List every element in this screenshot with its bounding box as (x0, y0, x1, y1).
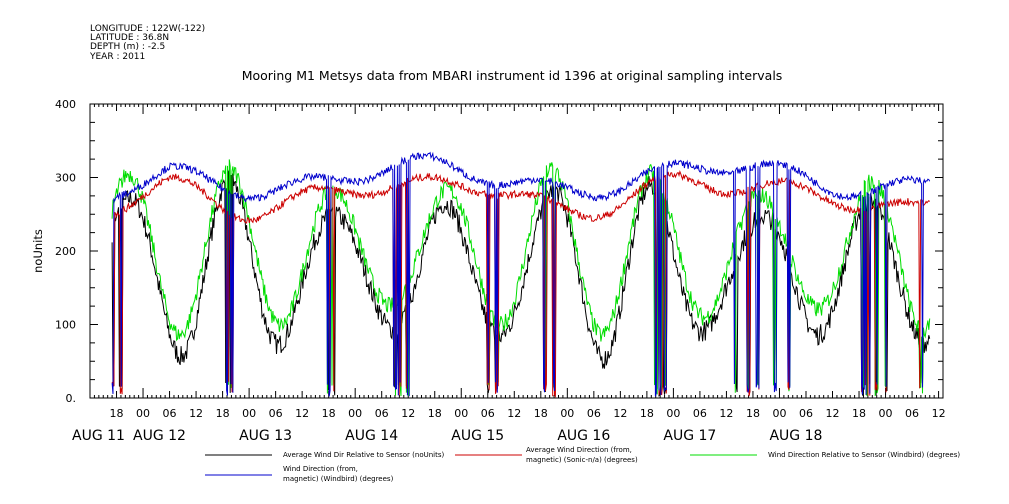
x-hour-label: 18 (110, 407, 124, 420)
x-hour-label: 00 (666, 407, 680, 420)
x-hour-label: 06 (269, 407, 283, 420)
x-day-label: AUG 17 (663, 428, 716, 444)
x-hour-label: 06 (163, 407, 177, 420)
y-tick-label: 300 (55, 172, 76, 185)
x-hour-label: 18 (322, 407, 336, 420)
x-hour-label: 06 (693, 407, 707, 420)
x-hour-label: 06 (905, 407, 919, 420)
x-day-label: AUG 16 (557, 428, 610, 444)
x-hour-label: 18 (216, 407, 230, 420)
y-tick-label: 200 (55, 245, 76, 258)
chart-title: Mooring M1 Metsys data from MBARI instru… (242, 68, 783, 83)
x-hour-label: 06 (587, 407, 601, 420)
x-day-label: AUG 13 (239, 428, 292, 444)
y-tick-label: 0. (66, 392, 77, 405)
x-day-label: AUG 15 (451, 428, 504, 444)
series-group (111, 151, 931, 399)
x-hour-label: 00 (242, 407, 256, 420)
x-hour-label: 18 (534, 407, 548, 420)
x-hour-label: 18 (640, 407, 654, 420)
legend-label-red-1: Average Wind Direction (from, (526, 446, 632, 454)
legend-label-red-2: magnetic) (Sonic-n/a) (degrees) (526, 456, 638, 464)
legend-label-black: Average Wind Dir Relative to Sensor (noU… (283, 451, 444, 459)
x-hour-label: 12 (401, 407, 415, 420)
y-axis-label: noUnits (31, 229, 45, 273)
x-hour-label: 18 (746, 407, 760, 420)
x-hour-label: 12 (189, 407, 203, 420)
legend-label-blue-1: Wind Direction (from, (283, 465, 358, 473)
x-hour-label: 00 (560, 407, 574, 420)
x-hour-label: 12 (719, 407, 733, 420)
legend-label-green: Wind Direction Relative to Sensor (Windb… (768, 451, 960, 459)
meta-depth: DEPTH (m) : -2.5 (90, 42, 165, 52)
x-day-label: AUG 11 (72, 428, 125, 444)
meta-longitude: LONGITUDE : 122W(-122) (90, 24, 205, 34)
series-line-green (111, 159, 931, 397)
series-line-red (111, 169, 931, 399)
y-tick-label: 400 (55, 98, 76, 111)
x-hour-label: 06 (375, 407, 389, 420)
plot-frame (89, 103, 944, 399)
x-hour-label: 12 (826, 407, 840, 420)
x-day-label: AUG 14 (345, 428, 398, 444)
axes: 0. 100 200 300 400 18 00 06 12 18 00 06 12 18 00 06 12 18… (55, 98, 946, 444)
x-hour-label: 18 (428, 407, 442, 420)
x-hour-label: 00 (136, 407, 150, 420)
legend-label-blue-2: magnetic) (Windbird) (degrees) (283, 475, 394, 483)
x-hour-label: 00 (879, 407, 893, 420)
series-line-blue (111, 151, 931, 397)
x-hour-label: 06 (481, 407, 495, 420)
metadata-block: LONGITUDE : 122W(-122) LATITUDE : 36.8N … (89, 24, 205, 62)
series-line-black (111, 169, 931, 398)
meta-latitude: LATITUDE : 36.8N (90, 33, 169, 43)
x-hour-label: 12 (613, 407, 627, 420)
y-tick-label: 100 (55, 319, 76, 332)
x-hour-label: 18 (852, 407, 866, 420)
x-hour-label: 12 (295, 407, 309, 420)
x-day-label: AUG 18 (769, 428, 822, 444)
x-hour-label: 06 (799, 407, 813, 420)
x-day-label: AUG 12 (133, 428, 186, 444)
legend: Average Wind Dir Relative to Sensor (noU… (205, 446, 960, 483)
x-hour-label: 12 (507, 407, 521, 420)
meta-year: YEAR : 2011 (89, 52, 145, 62)
x-hour-label: 00 (454, 407, 468, 420)
x-hour-label: 00 (772, 407, 786, 420)
x-hour-label: 12 (932, 407, 946, 420)
x-hour-label: 00 (348, 407, 362, 420)
